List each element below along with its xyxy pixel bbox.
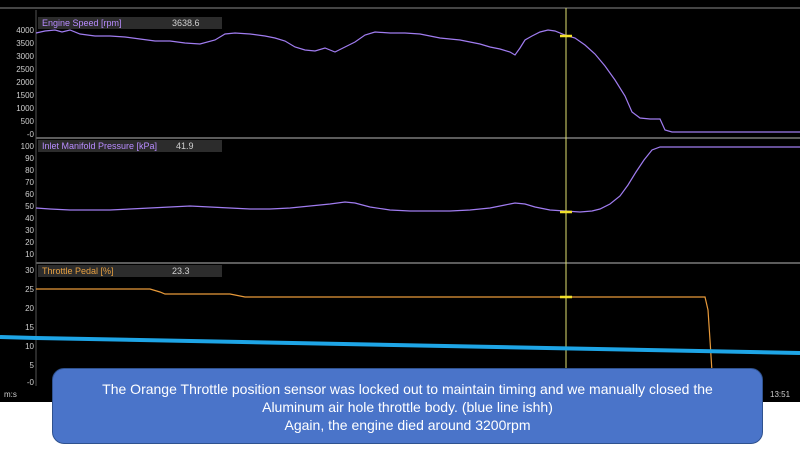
- annotation-callout: The Orange Throttle position sensor was …: [52, 368, 763, 444]
- y-tick: 2000: [16, 78, 34, 87]
- y-tick: 1500: [16, 91, 34, 100]
- y-tick: 2500: [16, 65, 34, 74]
- y-tick: 70: [25, 178, 34, 187]
- y-tick: 500: [20, 117, 34, 126]
- y-tick: 4000: [16, 26, 34, 35]
- inlet-manifold-pressure-value: 41.9: [176, 141, 194, 151]
- y-tick: 100: [20, 142, 34, 151]
- y-tick: 90: [25, 154, 34, 163]
- blue-annotation-line: [0, 335, 37, 340]
- y-tick: 10: [25, 250, 34, 259]
- throttle-pedal-label: Throttle Pedal [%]: [42, 266, 114, 276]
- y-tick: 25: [25, 285, 34, 294]
- y-tick: 30: [25, 266, 34, 275]
- traces-layer: [0, 7, 800, 387]
- y-tick: -0: [26, 130, 34, 139]
- callout-line: Again, the engine died around 3200rpm: [284, 417, 531, 433]
- y-tick: 40: [25, 214, 34, 223]
- y-tick: 80: [25, 166, 34, 175]
- throttle-pedal-label-box[interactable]: Throttle Pedal [%]: [38, 265, 222, 277]
- y-tick: 10: [25, 342, 34, 351]
- y-tick: 20: [25, 304, 34, 313]
- inlet-manifold-pressure-label-box[interactable]: Inlet Manifold Pressure [kPa]: [38, 140, 222, 152]
- blue-annotation-line: [35, 336, 800, 355]
- y-tick: 15: [25, 323, 34, 332]
- engine-speed-label-box[interactable]: Engine Speed [rpm]: [38, 17, 222, 29]
- inlet-manifold-pressure-panel: Inlet Manifold Pressure [kPa] 41.9 100 9…: [0, 138, 800, 264]
- time-axis-end-label: 13:51: [770, 390, 791, 399]
- inlet-manifold-pressure-label: Inlet Manifold Pressure [kPa]: [42, 141, 158, 151]
- time-axis-unit: m:s: [4, 390, 17, 399]
- y-tick: 60: [25, 190, 34, 199]
- engine-speed-panel: Engine Speed [rpm] 3638.6 4000 3500 3000…: [0, 10, 800, 139]
- y-tick: 1000: [16, 104, 34, 113]
- data-logger-view: Engine Speed [rpm] 3638.6 4000 3500 3000…: [0, 0, 800, 402]
- y-tick: 3000: [16, 52, 34, 61]
- inlet-manifold-pressure-trace: [35, 146, 800, 213]
- y-tick: 5: [29, 361, 34, 370]
- y-tick: 50: [25, 202, 34, 211]
- callout-line: Aluminum air hole throttle body. (blue l…: [262, 399, 553, 415]
- throttle-pedal-panel: Throttle Pedal [%] 23.3 30 25 20 15 10 5…: [0, 264, 800, 387]
- callout-line: The Orange Throttle position sensor was …: [102, 381, 713, 397]
- engine-speed-value: 3638.6: [172, 18, 200, 28]
- throttle-pedal-value: 23.3: [172, 266, 190, 276]
- engine-speed-label: Engine Speed [rpm]: [42, 18, 122, 28]
- y-tick: 20: [25, 238, 34, 247]
- engine-speed-trace: [35, 29, 800, 133]
- y-tick: 30: [25, 226, 34, 235]
- throttle-pedal-trace: [36, 288, 715, 387]
- y-tick: -0: [26, 378, 34, 387]
- y-tick: 3500: [16, 39, 34, 48]
